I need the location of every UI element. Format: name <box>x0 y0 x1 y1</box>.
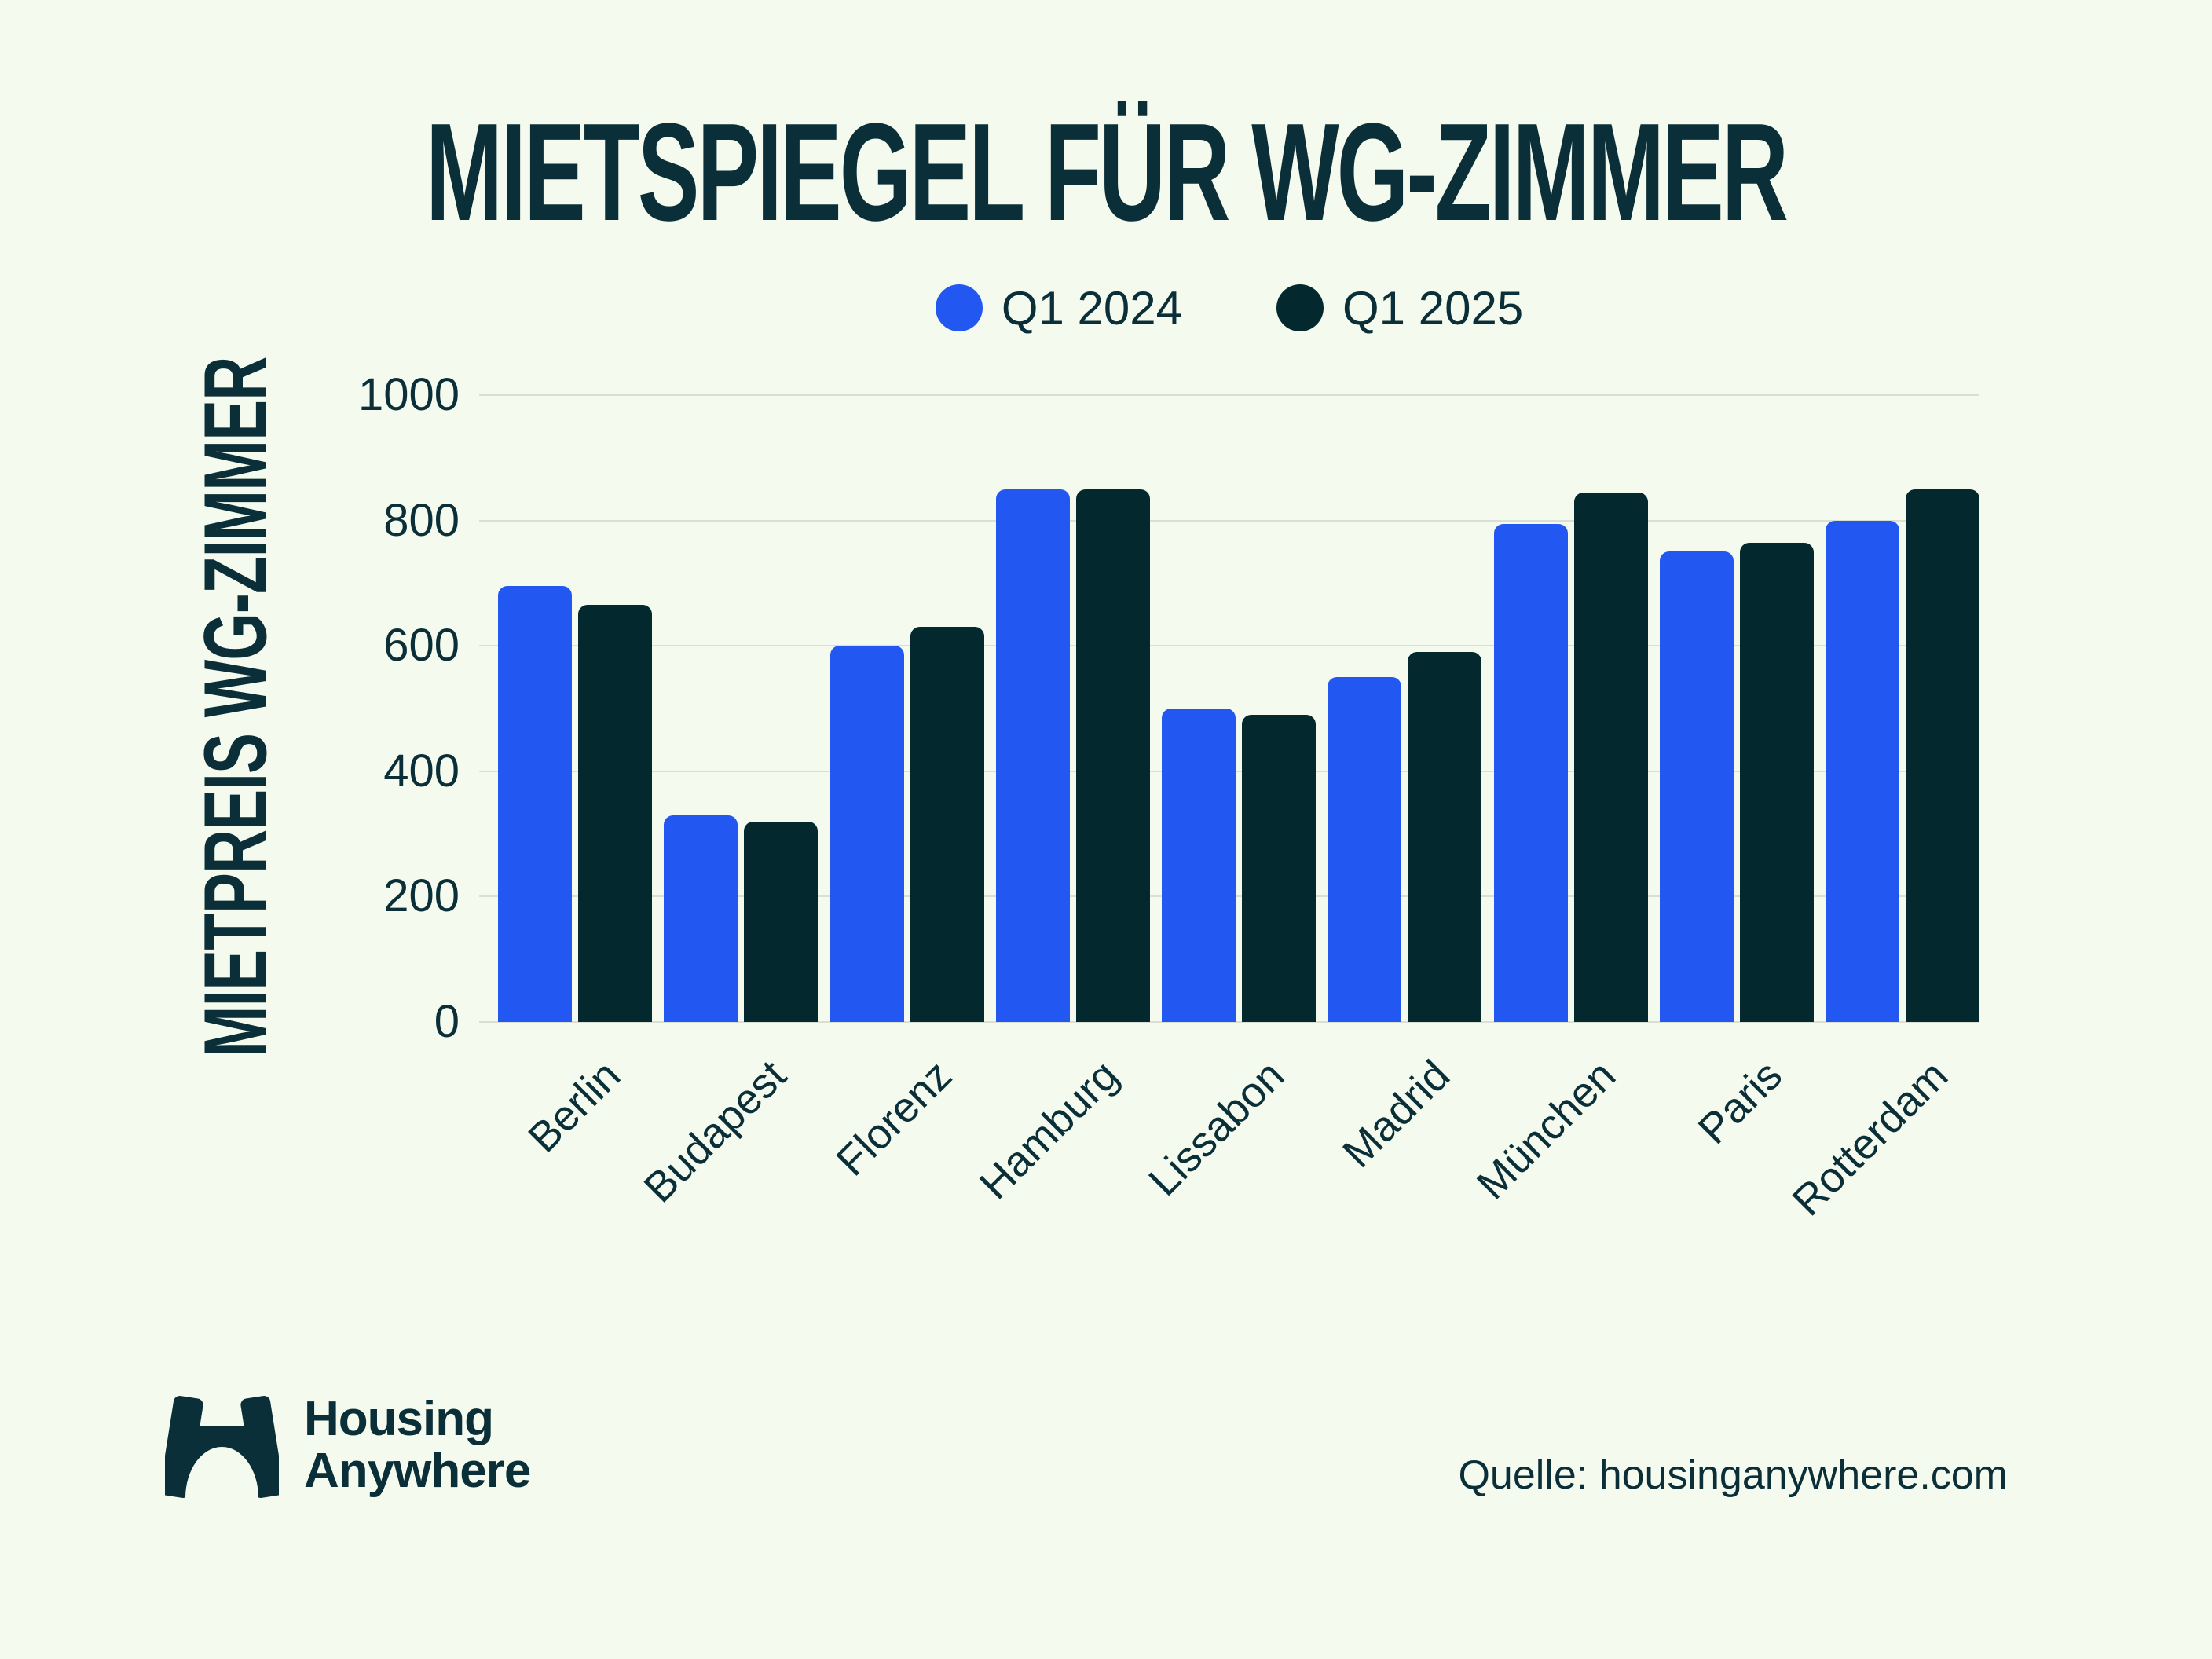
x-label-madrid: Madrid <box>1334 1051 1459 1177</box>
chart-title: MIETSPIEGEL FÜR WG-ZIMMER <box>0 93 2212 251</box>
gridline-600 <box>479 645 1979 647</box>
bar-lissabon-q1-2025 <box>1242 715 1316 1022</box>
x-label-paris: Paris <box>1689 1051 1791 1154</box>
bar-paris-q1-2024 <box>1659 551 1734 1022</box>
gridline-1000 <box>479 394 1979 396</box>
bar-florenz-q1-2025 <box>910 627 984 1022</box>
x-label-budapest: Budapest <box>635 1051 796 1212</box>
logo-wordmark: Housing Anywhere <box>304 1390 531 1499</box>
bar-madrid-q1-2024 <box>1328 677 1402 1022</box>
y-tick-label-200: 200 <box>383 870 460 922</box>
bar-paris-q1-2025 <box>1739 543 1814 1022</box>
legend-dot-q1-2025-icon <box>1276 284 1324 331</box>
bar-hamburg-q1-2025 <box>1075 489 1150 1022</box>
gridline-0 <box>479 1021 1979 1023</box>
housing-anywhere-logo: Housing Anywhere <box>165 1390 531 1499</box>
legend-item-q1-2024: Q1 2024 <box>935 281 1182 335</box>
source-note: Quelle: housinganywhere.com <box>1458 1452 2008 1498</box>
bar-madrid-q1-2025 <box>1408 652 1482 1022</box>
y-tick-label-800: 800 <box>383 494 460 546</box>
bar-florenz-q1-2024 <box>830 646 904 1022</box>
y-tick-label-600: 600 <box>383 620 460 672</box>
legend-item-q1-2025: Q1 2025 <box>1276 281 1523 335</box>
logo-line2: Anywhere <box>304 1444 531 1498</box>
plot-area <box>479 394 1979 1023</box>
y-tick-label-1000: 1000 <box>357 369 460 420</box>
bar-lissabon-q1-2024 <box>1162 709 1236 1022</box>
legend-label-q1-2025: Q1 2025 <box>1342 281 1524 335</box>
housing-anywhere-mark-icon <box>165 1390 279 1499</box>
bar-rotterdam-q1-2024 <box>1826 521 1899 1022</box>
bar-hamburg-q1-2024 <box>995 489 1070 1022</box>
legend-label-q1-2024: Q1 2024 <box>1001 281 1182 335</box>
bar-rotterdam-q1-2025 <box>1906 489 1979 1022</box>
bar-budapest-q1-2025 <box>744 822 819 1022</box>
x-label-münchen: München <box>1468 1051 1625 1209</box>
y-axis-title-text: MIETPREIS WG-ZIMMER <box>185 357 286 1057</box>
bar-berlin-q1-2024 <box>498 586 572 1022</box>
x-label-rotterdam: Rotterdam <box>1783 1051 1957 1225</box>
x-label-hamburg: Hamburg <box>970 1051 1127 1209</box>
y-tick-label-400: 400 <box>383 745 460 797</box>
legend: Q1 2024 Q1 2025 <box>479 276 1979 339</box>
x-label-lissabon: Lissabon <box>1139 1051 1294 1205</box>
bar-münchen-q1-2024 <box>1493 524 1568 1022</box>
x-label-berlin: Berlin <box>519 1051 630 1162</box>
x-label-florenz: Florenz <box>827 1051 961 1185</box>
bar-münchen-q1-2025 <box>1573 493 1648 1022</box>
y-tick-label-0: 0 <box>434 996 460 1047</box>
legend-dot-q1-2024-icon <box>935 284 983 331</box>
bar-berlin-q1-2025 <box>578 605 652 1022</box>
bar-budapest-q1-2024 <box>664 815 738 1022</box>
logo-line1: Housing <box>304 1392 494 1446</box>
gridline-800 <box>479 519 1979 522</box>
chart-title-text: MIETSPIEGEL FÜR WG-ZIMMER <box>425 95 1789 251</box>
